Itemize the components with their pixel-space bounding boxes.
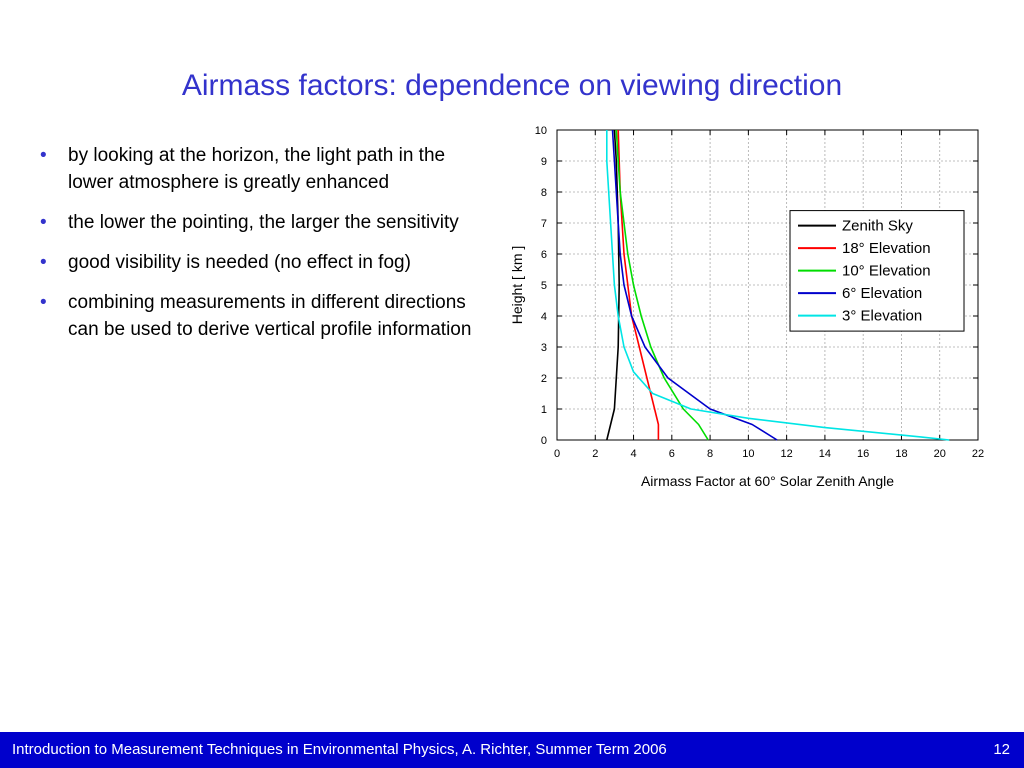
page-number: 12	[993, 741, 1010, 758]
x-tick-label: 18	[895, 448, 907, 460]
y-tick-label: 3	[541, 342, 547, 354]
x-tick-label: 14	[819, 448, 831, 460]
y-tick-label: 5	[541, 280, 547, 292]
footer-text: Introduction to Measurement Techniques i…	[12, 741, 667, 758]
bullet-item: • good visibility is needed (no effect in…	[36, 249, 476, 276]
series-line-3	[611, 129, 778, 441]
bullet-text: good visibility is needed (no effect in …	[68, 252, 411, 273]
x-tick-label: 4	[630, 448, 636, 460]
slide-title: Airmass factors: dependence on viewing d…	[181, 69, 843, 102]
x-axis-label: Airmass Factor at 60° Solar Zenith Angle	[641, 473, 894, 489]
legend-label: 10° Elevation	[842, 263, 931, 280]
y-tick-label: 0	[541, 435, 547, 447]
bullet-text: by looking at the horizon, the light pat…	[68, 145, 446, 193]
bullet-dot: •	[40, 145, 47, 166]
x-tick-label: 0	[554, 448, 560, 460]
x-tick-label: 12	[781, 448, 793, 460]
x-tick-label: 6	[669, 448, 675, 460]
bullet-item: • combining measurements in different dir…	[36, 289, 476, 343]
y-tick-label: 4	[541, 311, 547, 323]
series-line-4	[606, 130, 950, 441]
y-axis-label: Height [ km ]	[509, 246, 525, 325]
bullet-dot: •	[40, 212, 47, 233]
bullet-text: the lower the pointing, the larger the s…	[68, 212, 459, 233]
x-tick-label: 2	[592, 448, 598, 460]
y-tick-label: 6	[541, 249, 547, 261]
footer-bar: Introduction to Measurement Techniques i…	[0, 732, 1024, 768]
bullet-item: • by looking at the horizon, the light pa…	[36, 142, 476, 196]
y-tick-label: 7	[541, 218, 547, 230]
bullet-dot: •	[40, 292, 47, 313]
legend-label: Zenith Sky	[842, 218, 913, 235]
x-tick-label: 20	[934, 448, 946, 460]
x-tick-label: 10	[742, 448, 754, 460]
series-line-0	[606, 129, 620, 441]
y-tick-label: 8	[541, 187, 547, 199]
y-tick-label: 10	[535, 125, 547, 137]
x-tick-label: 22	[972, 448, 984, 460]
legend-label: 6° Elevation	[842, 285, 922, 302]
bullet-dot: •	[40, 252, 47, 273]
x-tick-label: 8	[707, 448, 713, 460]
x-tick-label: 16	[857, 448, 869, 460]
y-tick-label: 1	[541, 404, 547, 416]
bullet-item: • the lower the pointing, the larger the …	[36, 209, 476, 236]
legend-label: 18° Elevation	[842, 240, 931, 257]
y-tick-label: 2	[541, 373, 547, 385]
y-tick-label: 9	[541, 156, 547, 168]
bullet-list: • by looking at the horizon, the light pa…	[36, 142, 476, 356]
legend-label: 3° Elevation	[842, 308, 922, 325]
bullet-text: combining measurements in different dire…	[68, 292, 472, 340]
series-line-2	[615, 129, 709, 441]
